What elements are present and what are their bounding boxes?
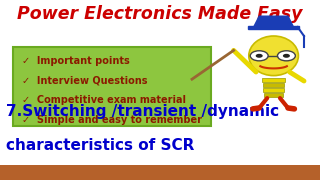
Circle shape (277, 51, 295, 61)
Text: ✓  Competitive exam material: ✓ Competitive exam material (22, 95, 186, 105)
Text: ✓  Important points: ✓ Important points (22, 56, 130, 66)
Circle shape (250, 51, 268, 61)
Polygon shape (248, 26, 299, 29)
Polygon shape (253, 16, 294, 29)
Circle shape (283, 54, 290, 58)
FancyBboxPatch shape (263, 88, 284, 92)
FancyBboxPatch shape (264, 93, 283, 97)
Text: ✓  Interview Questions: ✓ Interview Questions (22, 75, 148, 86)
Ellipse shape (249, 36, 299, 76)
Text: characteristics of SCR: characteristics of SCR (6, 138, 195, 153)
FancyBboxPatch shape (262, 78, 285, 82)
FancyBboxPatch shape (13, 47, 211, 126)
FancyBboxPatch shape (0, 165, 320, 180)
Text: 7.Switching /transient /dynamic: 7.Switching /transient /dynamic (6, 104, 280, 119)
FancyBboxPatch shape (263, 83, 284, 87)
Text: ✓  Simple and easy to remember: ✓ Simple and easy to remember (22, 115, 203, 125)
Text: Power Electronics Made Easy: Power Electronics Made Easy (17, 5, 303, 23)
Circle shape (256, 54, 263, 58)
